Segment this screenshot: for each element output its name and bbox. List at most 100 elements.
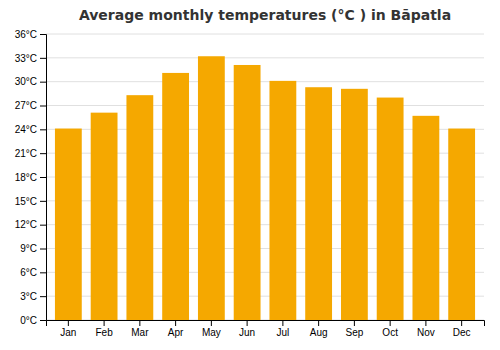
tick-label: Jan (60, 327, 76, 338)
tick-mark (139, 320, 140, 326)
y-tick: 36°C (15, 29, 46, 40)
tick-mark (40, 82, 46, 83)
x-tick: Jun (239, 320, 255, 338)
tick-mark (40, 106, 46, 107)
tick-mark (68, 320, 69, 326)
x-tick: Jan (60, 320, 76, 338)
tick-label: May (202, 327, 221, 338)
tick-label: 9°C (20, 243, 37, 254)
grid (46, 34, 484, 320)
tick-mark (40, 177, 46, 178)
plot: 0°C 3°C 6°C 9°C 12°C 15°C 18°C 21°C 24°C 27°C 30°C… (15, 29, 485, 338)
tick-mark (425, 320, 426, 326)
bar (412, 116, 439, 320)
bar (234, 65, 261, 320)
tick-mark (40, 296, 46, 297)
y-tick: 3°C (20, 291, 46, 302)
bar (55, 129, 82, 320)
bar (162, 73, 189, 320)
y-tick: 30°C (15, 76, 46, 87)
tick-mark (40, 129, 46, 130)
tick-label: Nov (417, 327, 435, 338)
title: Average monthly temperatures (°C ) in Bā… (79, 7, 451, 23)
x-tick: Mar (131, 320, 149, 338)
grid-line (46, 105, 484, 106)
tick-mark (318, 320, 319, 326)
x-axis: Jan Feb Mar Apr May Jun Jul Aug Sep Oct Nov Dec (47, 320, 485, 338)
tick-label: 3°C (20, 291, 37, 302)
tick-label: Jun (239, 327, 255, 338)
axis-domain (40, 35, 47, 321)
x-tick: Aug (310, 320, 328, 338)
grid-line (46, 57, 484, 58)
tick-label: 0°C (20, 315, 37, 326)
tick-label: 12°C (15, 219, 37, 230)
tick-mark (104, 320, 105, 326)
bar (305, 87, 332, 320)
tick-label: 33°C (15, 53, 37, 64)
tick-label: 21°C (15, 148, 37, 159)
tick-mark (40, 272, 46, 273)
tick-mark (40, 34, 46, 35)
tick-label: Mar (131, 327, 149, 338)
bars (55, 56, 475, 320)
x-tick: Oct (382, 320, 398, 338)
bar (341, 89, 368, 320)
chart: 0°C 3°C 6°C 9°C 12°C 15°C 18°C 21°C 24°C 27°C 30°C… (0, 0, 500, 350)
tick-label: Aug (310, 327, 328, 338)
tick-label: 6°C (20, 267, 37, 278)
tick-label: 18°C (15, 172, 37, 183)
y-tick: 15°C (15, 196, 46, 207)
tick-label: Jul (276, 327, 289, 338)
tick-mark (40, 320, 46, 321)
y-tick: 9°C (20, 243, 46, 254)
x-tick: Nov (417, 320, 435, 338)
y-axis: 0°C 3°C 6°C 9°C 12°C 15°C 18°C 21°C 24°C 27°C 30°C… (15, 29, 47, 326)
tick-mark (40, 225, 46, 226)
y-tick: 6°C (20, 267, 46, 278)
tick-mark (211, 320, 212, 326)
x-tick: Jul (276, 320, 289, 338)
bar (91, 113, 118, 320)
tick-mark (461, 320, 462, 326)
tick-label: Apr (168, 327, 184, 338)
tick-mark (175, 320, 176, 326)
tick-mark (282, 320, 283, 326)
tick-mark (40, 249, 46, 250)
y-tick: 21°C (15, 148, 46, 159)
bar (126, 95, 153, 320)
bar (269, 81, 296, 320)
tick-mark (390, 320, 391, 326)
tick-label: 36°C (15, 29, 37, 40)
tick-label: Feb (95, 327, 113, 338)
tick-label: 27°C (15, 100, 37, 111)
y-tick: 33°C (15, 53, 46, 64)
tick-label: 15°C (15, 196, 37, 207)
tick-label: Oct (382, 327, 398, 338)
bar (198, 56, 225, 320)
grid-line (46, 81, 484, 82)
tick-label: 24°C (15, 124, 37, 135)
y-tick: 18°C (15, 172, 46, 183)
tick-label: Sep (345, 327, 363, 338)
y-tick: 0°C (20, 315, 46, 326)
tick-mark (40, 58, 46, 59)
tick-mark (40, 153, 46, 154)
grid-line (46, 34, 484, 35)
bar (377, 98, 404, 320)
x-tick: Feb (95, 320, 113, 338)
x-tick: Sep (345, 320, 363, 338)
tick-mark (354, 320, 355, 326)
x-tick: May (202, 320, 221, 338)
axis-domain (47, 321, 485, 327)
tick-label: 30°C (15, 76, 37, 87)
tick-mark (247, 320, 248, 326)
y-tick: 24°C (15, 124, 46, 135)
tick-label: Dec (453, 327, 471, 338)
x-tick: Apr (168, 320, 184, 338)
bar (448, 129, 475, 320)
y-tick: 27°C (15, 100, 46, 111)
y-tick: 12°C (15, 219, 46, 230)
tick-mark (40, 201, 46, 202)
x-tick: Dec (453, 320, 471, 338)
